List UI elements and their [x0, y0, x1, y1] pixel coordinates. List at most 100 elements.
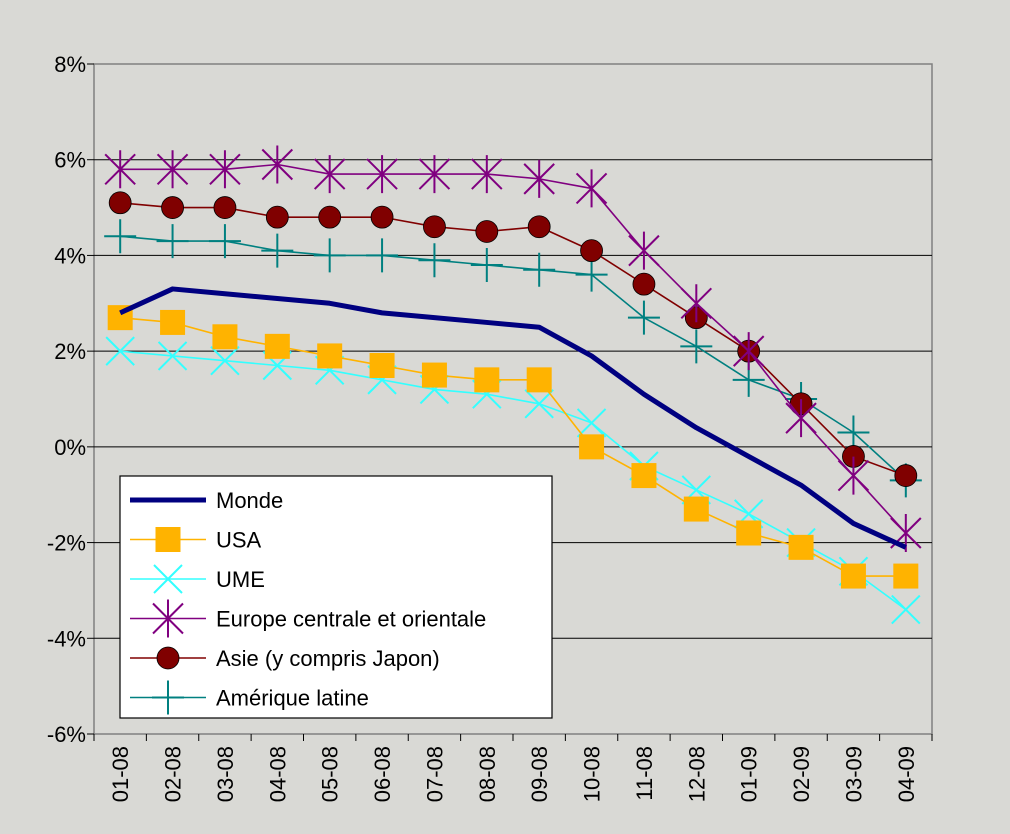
y-tick-label: 6%: [54, 148, 86, 173]
legend-label: Amérique latine: [216, 686, 369, 711]
series-3: [104, 145, 922, 552]
data-point: [160, 309, 186, 335]
data-point: [421, 362, 447, 388]
x-tick-label: 08-08: [475, 746, 500, 802]
data-point: [366, 155, 398, 194]
data-point: [156, 150, 189, 189]
data-point: [732, 332, 765, 371]
series-2: [105, 336, 921, 625]
data-point: [576, 408, 607, 438]
data-point: [212, 324, 238, 350]
data-point: [156, 224, 189, 259]
data-point: [575, 169, 608, 208]
x-tick-label: 11-08: [632, 746, 657, 801]
data-point: [683, 496, 709, 522]
legend-label: USA: [216, 528, 262, 553]
y-tick-label: 2%: [54, 339, 86, 364]
data-point: [153, 564, 183, 594]
x-tick-label: 01-09: [737, 746, 762, 802]
data-point: [524, 389, 554, 419]
data-point: [418, 243, 451, 278]
x-tick-label: 04-09: [894, 746, 919, 802]
x-tick-label: 12-08: [684, 746, 709, 802]
data-point: [265, 205, 289, 229]
data-point: [313, 155, 346, 194]
data-point: [156, 646, 180, 670]
data-point: [631, 463, 657, 489]
series-layer: [104, 145, 922, 625]
data-point: [261, 145, 294, 184]
data-point: [680, 329, 713, 364]
legend-item: Monde: [130, 488, 283, 513]
legend-item: Europe centrale et orientale: [130, 599, 486, 638]
data-point: [474, 367, 500, 393]
data-point: [209, 150, 241, 189]
x-tick-label: 05-08: [318, 746, 343, 802]
data-point: [523, 252, 556, 287]
data-point: [628, 231, 660, 270]
series-1: [107, 305, 919, 589]
legend-box: [119, 475, 553, 719]
data-point: [105, 336, 135, 366]
y-tick-label: -6%: [47, 722, 86, 747]
x-tick-label: 03-09: [841, 746, 866, 802]
data-point: [108, 191, 132, 215]
data-point: [580, 239, 603, 263]
data-point: [366, 238, 399, 273]
y-tick-label: -2%: [47, 531, 86, 556]
data-point: [523, 159, 555, 198]
data-point: [837, 456, 870, 495]
data-point: [264, 333, 290, 359]
data-point: [575, 257, 608, 292]
data-point: [680, 284, 713, 323]
x-tick-label: 10-08: [580, 746, 605, 802]
legend-item: Asie (y compris Japon): [130, 646, 440, 671]
legend-label: UME: [216, 567, 265, 592]
data-point: [152, 599, 184, 638]
axis-layer: 8% 6% 4% 2% 0% -2% -4% -6% 01-08 02-08 03-08 04-08 0…: [47, 52, 933, 802]
legend-item: UME: [130, 564, 265, 594]
x-tick-label: 03-08: [213, 746, 238, 802]
x-tick-label: 09-08: [527, 746, 552, 802]
data-point: [471, 155, 503, 194]
data-point: [210, 346, 240, 376]
data-point: [840, 563, 866, 589]
data-point: [313, 238, 346, 273]
data-point: [155, 527, 181, 552]
y-tick-label: -4%: [47, 626, 86, 651]
legend-item: USA: [130, 527, 262, 553]
series-line: [120, 201, 907, 477]
series-line: [120, 235, 907, 481]
data-point: [891, 594, 921, 625]
legend-label: Monde: [216, 488, 283, 513]
series-line: [120, 316, 906, 577]
data-point: [104, 150, 136, 189]
legend-label: Europe centrale et orientale: [216, 607, 486, 632]
series-line: [119, 286, 907, 550]
data-point: [893, 563, 919, 589]
data-point: [894, 464, 918, 487]
data-point: [837, 415, 870, 450]
x-tick-label: 07-08: [422, 746, 447, 802]
data-point: [370, 205, 394, 229]
data-point: [526, 367, 552, 393]
y-tick-label: 0%: [54, 435, 86, 460]
y-tick-label: 4%: [54, 243, 86, 268]
data-point: [157, 341, 188, 371]
series-5: [104, 219, 922, 498]
y-tick-label: 8%: [54, 52, 86, 77]
series-line: [120, 350, 907, 611]
data-point: [213, 196, 237, 219]
data-point: [736, 520, 762, 546]
data-point: [527, 215, 551, 239]
x-tick-label: 06-08: [370, 746, 395, 802]
legend-label: Asie (y compris Japon): [216, 646, 440, 671]
data-point: [475, 220, 499, 243]
x-tick-label: 01-08: [108, 746, 133, 802]
data-point: [788, 534, 814, 560]
legend-item: Amérique latine: [130, 680, 369, 715]
data-point: [161, 196, 184, 219]
data-point: [423, 215, 446, 239]
